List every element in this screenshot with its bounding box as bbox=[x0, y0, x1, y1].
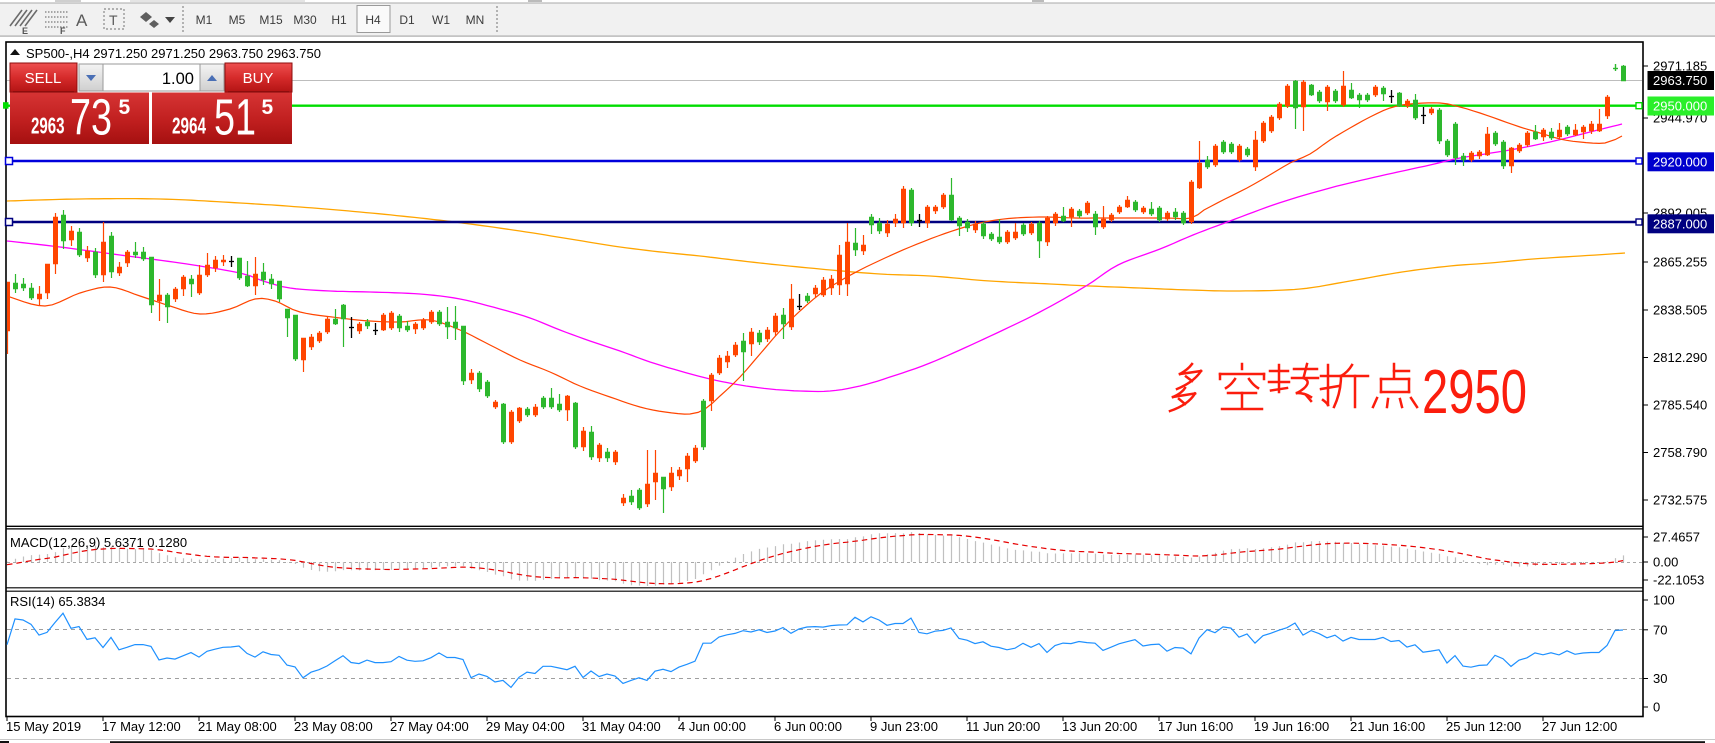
svg-text:W1: W1 bbox=[432, 13, 450, 27]
svg-text:19 Jun 16:00: 19 Jun 16:00 bbox=[1254, 719, 1329, 734]
svg-text:BUY: BUY bbox=[243, 70, 274, 87]
svg-text:M30: M30 bbox=[293, 13, 317, 27]
svg-text:2963: 2963 bbox=[31, 113, 65, 139]
svg-text:2950: 2950 bbox=[1422, 358, 1527, 427]
svg-text:5: 5 bbox=[262, 96, 274, 119]
svg-text:27 Jun 12:00: 27 Jun 12:00 bbox=[1542, 719, 1617, 734]
svg-text:2971.185: 2971.185 bbox=[1653, 59, 1707, 74]
svg-text:D1: D1 bbox=[399, 13, 415, 27]
svg-text:17 May 12:00: 17 May 12:00 bbox=[102, 719, 181, 734]
svg-text:1.00: 1.00 bbox=[162, 70, 194, 88]
svg-text:H4: H4 bbox=[365, 13, 381, 27]
svg-text:4 Jun 00:00: 4 Jun 00:00 bbox=[678, 719, 746, 734]
svg-text:SP500-,H4 2971.250 2971.250 2: SP500-,H4 2971.250 2971.250 2963.750 296… bbox=[26, 46, 321, 61]
svg-text:H1: H1 bbox=[331, 13, 347, 27]
svg-text:M5: M5 bbox=[229, 13, 246, 27]
svg-text:21 May 08:00: 21 May 08:00 bbox=[198, 719, 277, 734]
svg-text:0: 0 bbox=[1653, 700, 1660, 715]
svg-text:MACD(12,26,9) 5.6371 0.1280: MACD(12,26,9) 5.6371 0.1280 bbox=[10, 535, 187, 550]
svg-text:2963.750: 2963.750 bbox=[1653, 73, 1707, 88]
svg-text:11 Jun 20:00: 11 Jun 20:00 bbox=[966, 719, 1040, 734]
svg-text:13 Jun 20:00: 13 Jun 20:00 bbox=[1062, 719, 1137, 734]
svg-text:9 Jun 23:00: 9 Jun 23:00 bbox=[870, 719, 938, 734]
svg-text:2950.000: 2950.000 bbox=[1653, 99, 1707, 114]
svg-text:23 May 08:00: 23 May 08:00 bbox=[294, 719, 373, 734]
svg-text:T: T bbox=[109, 12, 118, 28]
svg-text:RSI(14) 65.3834: RSI(14) 65.3834 bbox=[10, 594, 105, 609]
svg-text:100: 100 bbox=[1653, 593, 1675, 608]
svg-text:M1: M1 bbox=[196, 13, 213, 27]
svg-text:17 Jun 16:00: 17 Jun 16:00 bbox=[1158, 719, 1233, 734]
svg-text:27.4657: 27.4657 bbox=[1653, 530, 1700, 545]
svg-text:2732.575: 2732.575 bbox=[1653, 493, 1707, 508]
svg-text:27 May 04:00: 27 May 04:00 bbox=[390, 719, 469, 734]
svg-text:73: 73 bbox=[70, 89, 112, 146]
svg-text:2920.000: 2920.000 bbox=[1653, 154, 1707, 169]
svg-text:31 May 04:00: 31 May 04:00 bbox=[582, 719, 661, 734]
svg-text:MN: MN bbox=[466, 13, 485, 27]
svg-text:2887.000: 2887.000 bbox=[1653, 216, 1707, 231]
svg-text:51: 51 bbox=[214, 89, 256, 146]
svg-text:30: 30 bbox=[1653, 671, 1667, 686]
svg-text:2758.790: 2758.790 bbox=[1653, 445, 1707, 460]
svg-text:-22.1053: -22.1053 bbox=[1653, 573, 1704, 588]
svg-text:70: 70 bbox=[1653, 622, 1667, 637]
svg-text:F: F bbox=[60, 26, 66, 36]
svg-text:A: A bbox=[76, 11, 88, 30]
svg-text:2865.255: 2865.255 bbox=[1653, 255, 1707, 270]
svg-text:2838.505: 2838.505 bbox=[1653, 303, 1707, 318]
svg-text:2964: 2964 bbox=[172, 113, 206, 139]
svg-text:15 May 2019: 15 May 2019 bbox=[6, 719, 81, 734]
svg-text:2812.290: 2812.290 bbox=[1653, 350, 1707, 365]
svg-text:25 Jun 12:00: 25 Jun 12:00 bbox=[1446, 719, 1521, 734]
svg-text:SELL: SELL bbox=[25, 70, 62, 87]
svg-text:M15: M15 bbox=[259, 13, 283, 27]
svg-text:E: E bbox=[22, 26, 28, 36]
svg-text:21 Jun 16:00: 21 Jun 16:00 bbox=[1350, 719, 1425, 734]
svg-text:5: 5 bbox=[119, 96, 131, 119]
svg-text:2785.540: 2785.540 bbox=[1653, 398, 1707, 413]
svg-text:29 May 04:00: 29 May 04:00 bbox=[486, 719, 565, 734]
svg-text:6 Jun 00:00: 6 Jun 00:00 bbox=[774, 719, 842, 734]
svg-text:0.00: 0.00 bbox=[1653, 555, 1678, 570]
